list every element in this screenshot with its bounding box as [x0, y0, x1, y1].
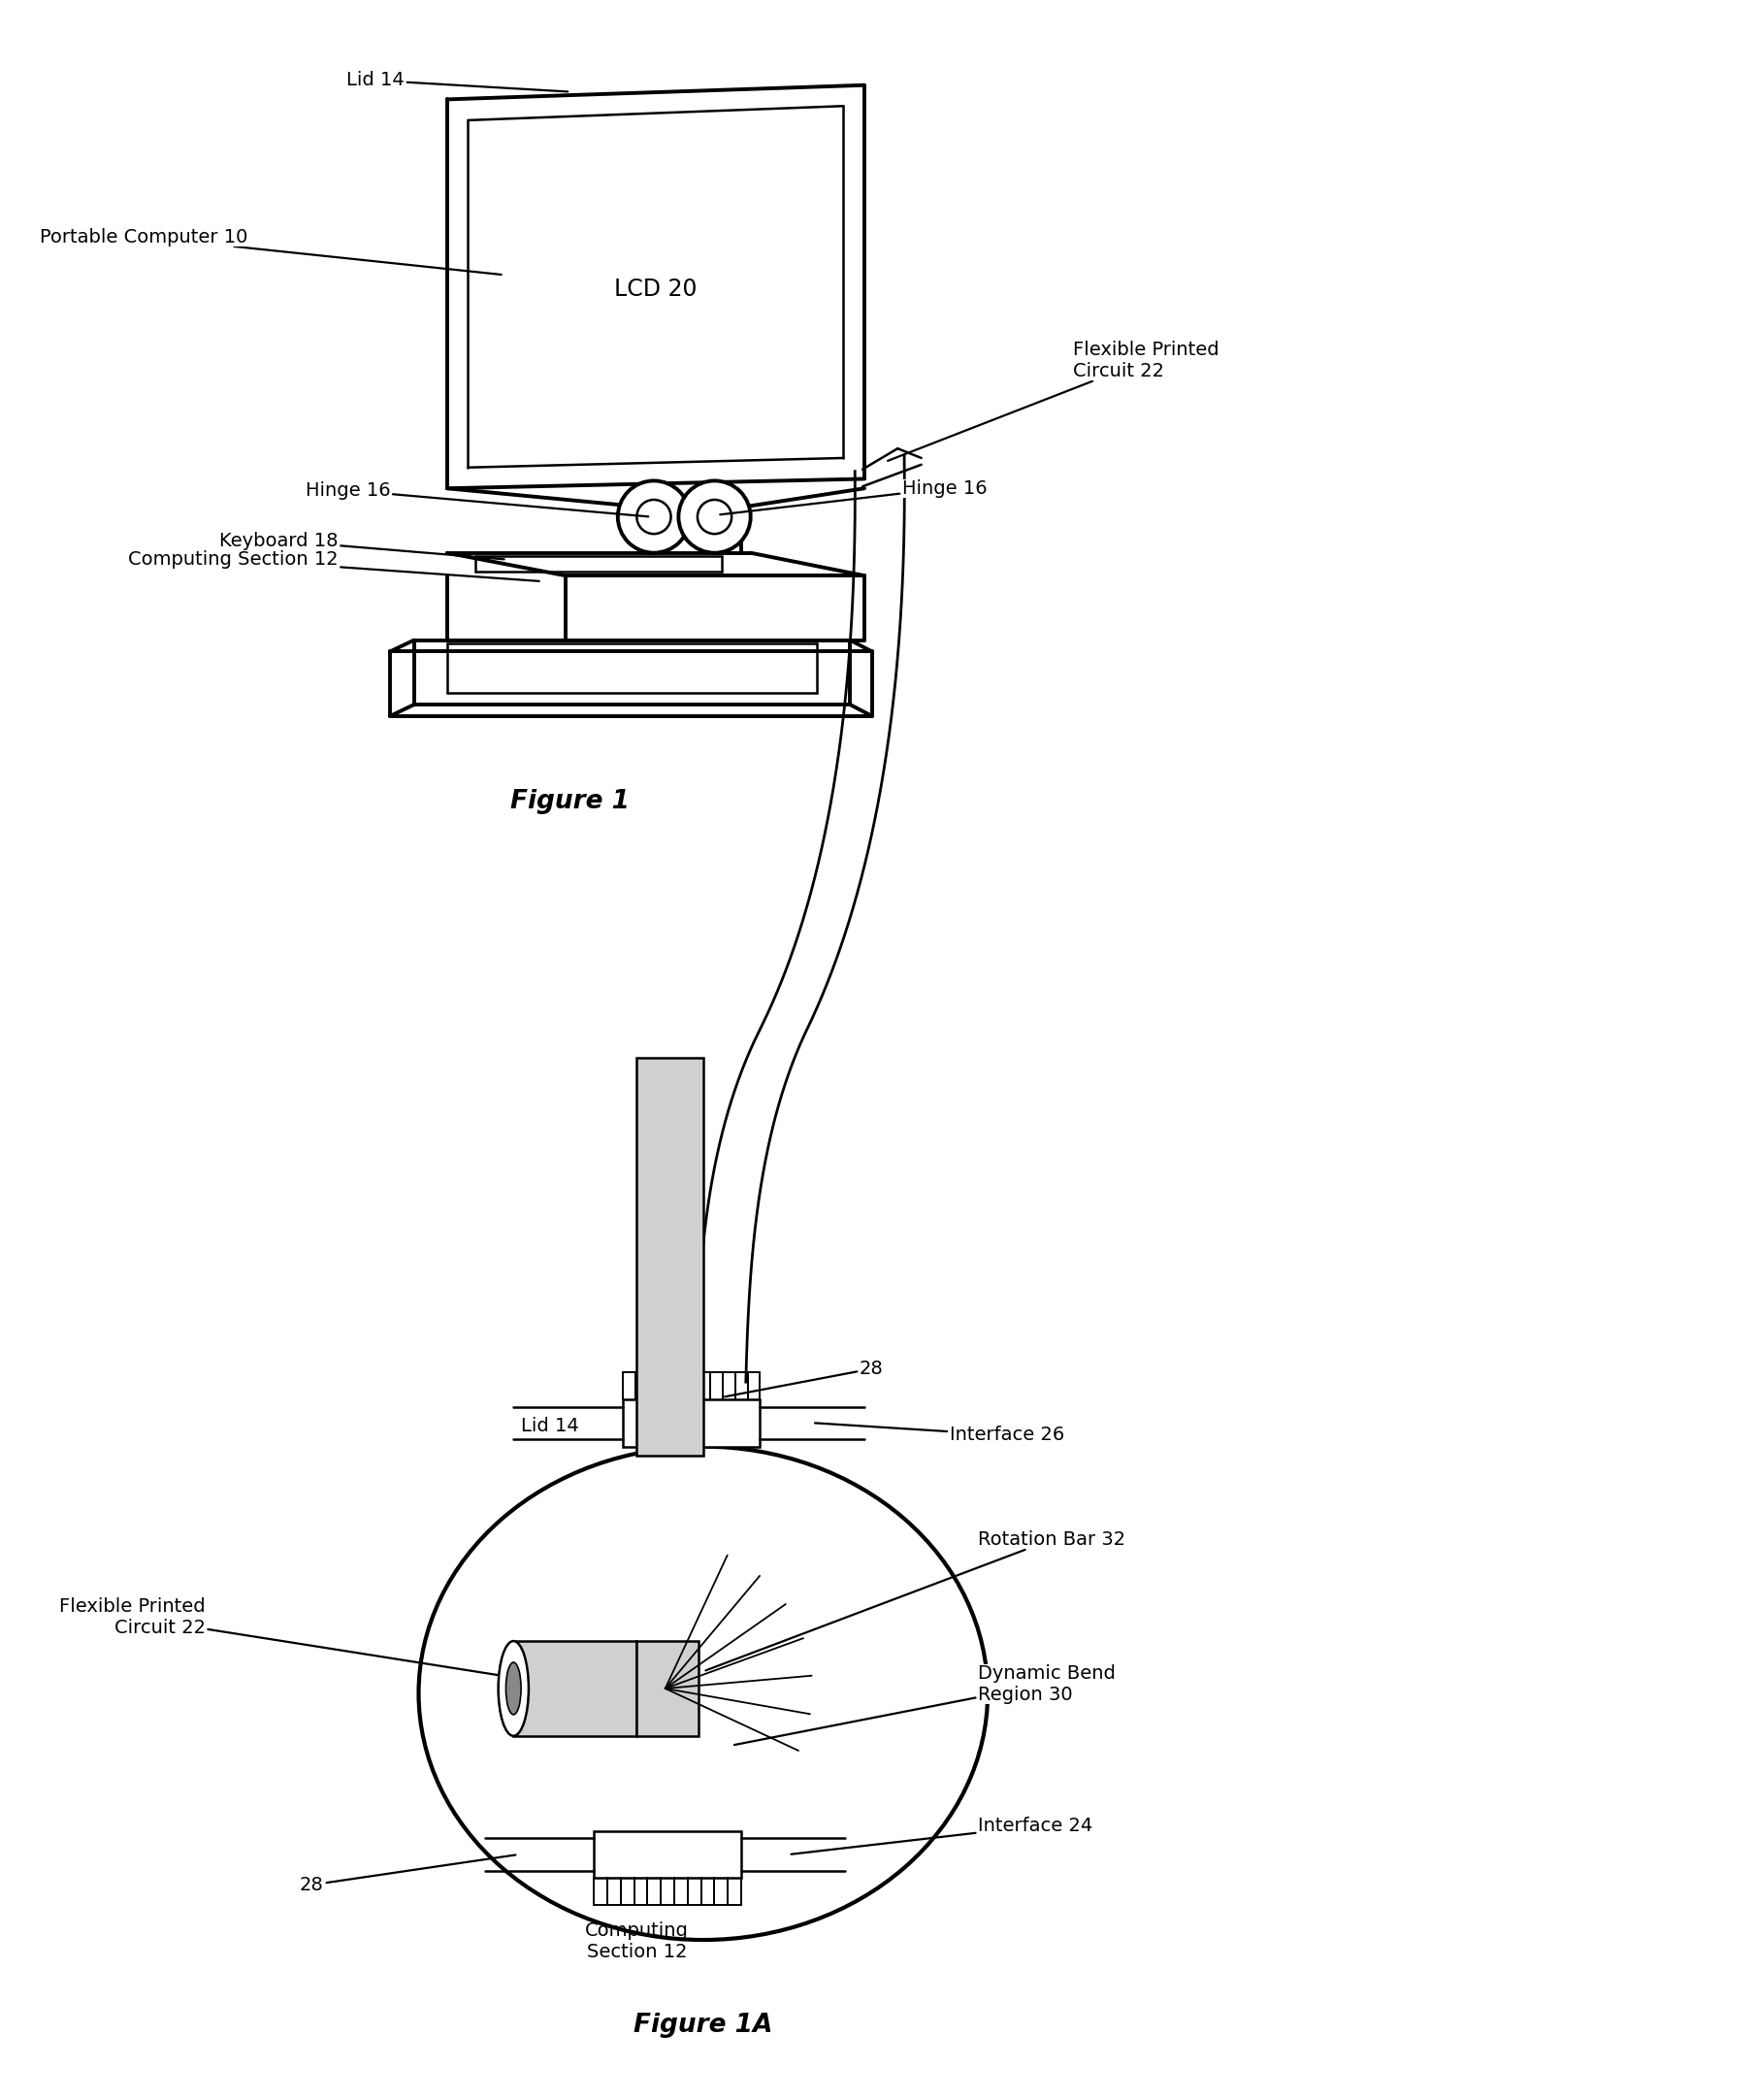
Circle shape: [618, 481, 690, 552]
Text: 28: 28: [300, 1854, 516, 1894]
Text: Flexible Printed
Circuit 22: Flexible Printed Circuit 22: [888, 340, 1220, 460]
Text: Interface 26: Interface 26: [814, 1424, 1065, 1445]
Text: Portable Computer 10: Portable Computer 10: [40, 227, 502, 275]
Text: Rotation Bar 32: Rotation Bar 32: [706, 1531, 1125, 1670]
Text: Figure 1: Figure 1: [511, 790, 630, 815]
Bar: [595, 1831, 741, 1877]
Text: Interface 24: Interface 24: [792, 1816, 1093, 1854]
Text: 28: 28: [725, 1359, 885, 1396]
Text: Lid 14: Lid 14: [521, 1418, 579, 1434]
Ellipse shape: [498, 1640, 528, 1737]
Text: Hinge 16: Hinge 16: [305, 481, 648, 517]
Circle shape: [679, 481, 751, 552]
Text: Flexible Printed
Circuit 22: Flexible Printed Circuit 22: [60, 1598, 519, 1678]
Text: Dynamic Bend
Region 30: Dynamic Bend Region 30: [734, 1663, 1116, 1745]
Text: LCD 20: LCD 20: [614, 277, 697, 300]
Bar: [637, 1058, 704, 1455]
Text: Computing Section 12: Computing Section 12: [128, 550, 539, 582]
Text: Hinge 16: Hinge 16: [720, 479, 988, 514]
Text: Lid 14: Lid 14: [346, 71, 567, 92]
Text: Keyboard 18: Keyboard 18: [219, 531, 504, 559]
Ellipse shape: [505, 1663, 521, 1714]
Bar: [637, 1640, 698, 1737]
Text: Computing
Section 12: Computing Section 12: [584, 1922, 688, 1961]
Bar: [623, 1399, 760, 1447]
Bar: [514, 1640, 637, 1737]
Text: Figure 1A: Figure 1A: [634, 2012, 772, 2037]
